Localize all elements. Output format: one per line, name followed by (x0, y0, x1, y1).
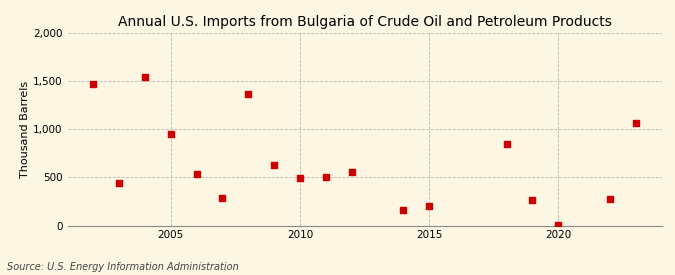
Point (630, 121, 641, 126)
Point (294, 176, 305, 180)
Point (604, 196, 615, 201)
Point (140, 75, 151, 79)
Point (243, 91, 254, 96)
Y-axis label: Thousand Barrels: Thousand Barrels (20, 81, 30, 178)
Title: Annual U.S. Imports from Bulgaria of Crude Oil and Petroleum Products: Annual U.S. Imports from Bulgaria of Cru… (117, 15, 612, 29)
Point (191, 171, 202, 176)
Text: Source: U.S. Energy Information Administration: Source: U.S. Energy Information Administ… (7, 262, 238, 272)
Point (269, 163, 279, 167)
Point (346, 169, 357, 174)
Point (553, 222, 564, 227)
Point (217, 195, 228, 200)
Point (501, 141, 512, 146)
Point (398, 208, 408, 212)
Point (165, 132, 176, 136)
Point (114, 181, 125, 185)
Point (321, 175, 331, 179)
Point (424, 204, 435, 208)
Point (88, 82, 99, 86)
Point (527, 198, 538, 203)
